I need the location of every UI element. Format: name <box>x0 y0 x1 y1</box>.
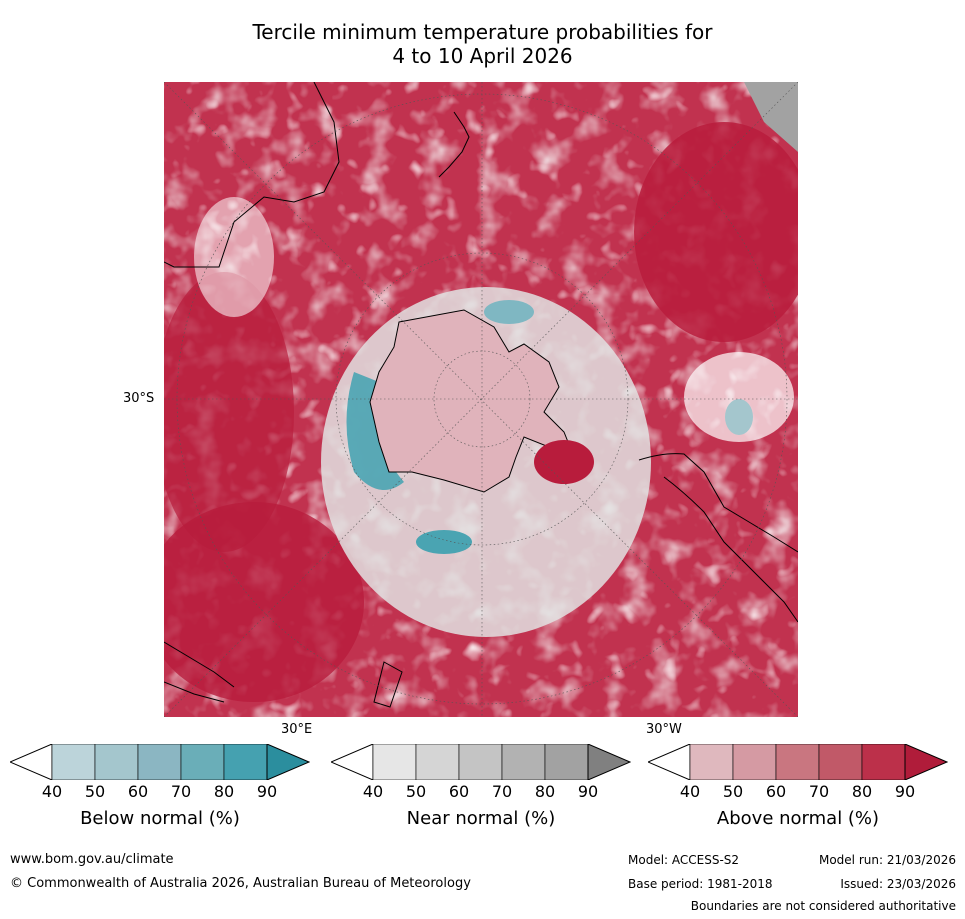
latitude-circle-inner <box>433 350 531 448</box>
colorbar-above-bin-60 <box>775 744 820 780</box>
below-normal-atlantic <box>725 399 753 435</box>
near-normal-atlantic <box>684 352 794 442</box>
antarctica <box>369 309 575 493</box>
colorbar-below-low-cap <box>10 744 53 780</box>
africa-coast <box>164 641 235 703</box>
tick-label: 40 <box>41 782 63 801</box>
probability-map <box>164 82 798 717</box>
meridian-diag-2 <box>164 82 798 717</box>
tick-label: 60 <box>127 782 149 801</box>
colorbar-near-bin-80 <box>544 744 589 780</box>
colorbar-above-bin-40 <box>689 744 734 780</box>
model-info: Model: ACCESS-S2 <box>628 853 740 867</box>
issued-info: Issued: 23/03/2026 <box>840 877 956 891</box>
colorbar-below-bin-70 <box>180 744 225 780</box>
tick-label: 60 <box>765 782 787 801</box>
tick-label: 90 <box>256 782 278 801</box>
boundaries-disclaimer: Boundaries are not considered authoritat… <box>690 899 956 913</box>
tick-label: 70 <box>170 782 192 801</box>
chart-title: Tercile minimum temperature probabilitie… <box>0 20 965 68</box>
colorbar-below-bin-60 <box>137 744 182 780</box>
title-line-1: Tercile minimum temperature probabilitie… <box>252 20 713 44</box>
colorbar-below-bin-50 <box>94 744 139 780</box>
colorbar-below-label: Below normal (%) <box>80 808 240 829</box>
colorbar-above-svg <box>648 744 948 780</box>
australia-coast <box>164 82 340 268</box>
website-link[interactable]: www.bom.gov.au/climate <box>10 852 174 867</box>
south-america-coast <box>638 453 798 623</box>
colorbar-near-normal <box>331 744 631 780</box>
tick-label: 40 <box>362 782 384 801</box>
tick-label: 90 <box>577 782 599 801</box>
below-normal-patch-n <box>484 300 534 324</box>
model-run-info: Model run: 21/03/2026 <box>818 853 956 867</box>
tick-label: 80 <box>851 782 873 801</box>
colorbar-near-svg <box>331 744 631 780</box>
strong-above-weddell <box>534 440 594 484</box>
tick-label: 50 <box>405 782 427 801</box>
colorbar-above-bin-70 <box>818 744 863 780</box>
copyright-notice: © Commonwealth of Australia 2026, Austra… <box>10 876 471 891</box>
map-canvas <box>164 82 798 717</box>
colorbar-above-high-cap <box>904 744 948 780</box>
colorbar-below-bin-80 <box>223 744 268 780</box>
colorbar-above-bin-50 <box>732 744 777 780</box>
tick-label: 70 <box>808 782 830 801</box>
colorbar-near-bin-50 <box>415 744 460 780</box>
base-period-info: Base period: 1981-2018 <box>628 877 773 891</box>
lon-label-30w: 30°W <box>646 722 682 737</box>
graticule <box>164 82 798 717</box>
colorbar-above-bin-80 <box>861 744 906 780</box>
colorbar-near-high-cap <box>587 744 631 780</box>
madagascar-coast <box>373 661 403 708</box>
colorbar-near-bin-60 <box>458 744 503 780</box>
colorbar-near-low-cap <box>331 744 374 780</box>
strong-above-sw <box>164 502 364 702</box>
colorbar-below-high-cap <box>266 744 310 780</box>
colorbar-below-normal <box>10 744 310 780</box>
colorbar-near-bin-70 <box>501 744 546 780</box>
tick-label: 60 <box>448 782 470 801</box>
near-normal-patch-ne <box>744 82 798 152</box>
tick-label: 90 <box>894 782 916 801</box>
near-normal-indian <box>194 197 274 317</box>
tick-label: 50 <box>722 782 744 801</box>
strong-above-w <box>164 272 294 552</box>
colorbar-below-bin-40 <box>51 744 96 780</box>
title-line-2: 4 to 10 April 2026 <box>392 44 573 68</box>
tick-label: 70 <box>491 782 513 801</box>
below-normal-patch-w <box>346 372 404 490</box>
colorbar-near-bin-40 <box>372 744 417 780</box>
lat-label-30s: 30°S <box>123 391 155 406</box>
strong-above-ne <box>634 122 798 342</box>
colorbar-above-low-cap <box>648 744 691 780</box>
colorbar-above-normal <box>648 744 948 780</box>
tick-label: 80 <box>213 782 235 801</box>
tick-label: 80 <box>534 782 556 801</box>
below-normal-patch-s <box>416 530 472 554</box>
colorbar-near-label: Near normal (%) <box>406 808 556 829</box>
tick-label: 50 <box>84 782 106 801</box>
new-zealand-coast <box>438 111 470 178</box>
colorbar-below-svg <box>10 744 310 780</box>
tick-label: 40 <box>679 782 701 801</box>
lon-label-30e: 30°E <box>281 722 313 737</box>
colorbar-above-label: Above normal (%) <box>716 808 880 829</box>
